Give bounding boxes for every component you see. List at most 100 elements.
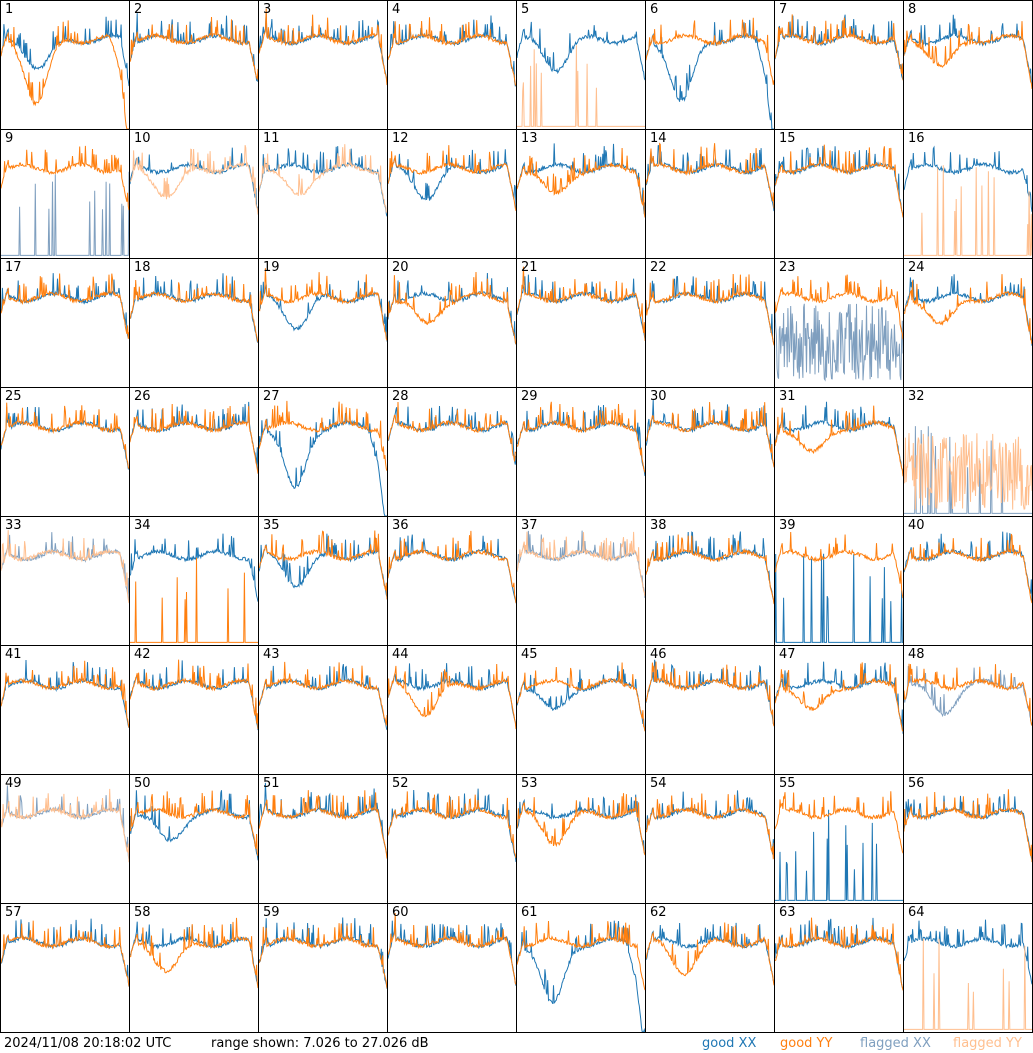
panel-label: 64 (908, 905, 925, 920)
series-yy (517, 793, 645, 855)
series-yy (388, 664, 516, 729)
legend-flagged-yy: flagged YY (953, 1036, 1022, 1051)
series-yy (259, 9, 387, 86)
antenna-panel: 9 (0, 129, 129, 258)
spectrum-plot (775, 259, 903, 387)
panel-label: 46 (650, 647, 667, 662)
legend-good-xx: good XX (702, 1036, 757, 1051)
spectrum-plot (775, 646, 903, 774)
spectrum-plot (775, 517, 903, 645)
series-yy (130, 17, 258, 79)
antenna-panel: 56 (903, 774, 1032, 903)
series-yy (517, 921, 645, 990)
spectrum-plot (775, 1, 903, 129)
spectrum-plot (259, 388, 387, 516)
legend-flagged-xx: flagged XX (860, 1036, 931, 1051)
series-yy (259, 662, 387, 726)
panel-label: 22 (650, 260, 667, 275)
panel-label: 48 (908, 647, 925, 662)
series-xx (904, 532, 1032, 601)
spectrum-plot (259, 904, 387, 1032)
spectrum-plot (130, 388, 258, 516)
spectrum-plot (517, 1, 645, 129)
series-yy (388, 913, 516, 984)
spectrum-plot (130, 646, 258, 774)
panel-label: 53 (521, 776, 538, 791)
panel-label: 62 (650, 905, 667, 920)
series-xx (904, 794, 1032, 860)
series-yy (1, 403, 129, 469)
panel-label: 61 (521, 905, 538, 920)
spectrum-plot (517, 904, 645, 1032)
spectrum-plot (388, 388, 516, 516)
series-yy (259, 401, 387, 471)
spectrum-plot (1, 646, 129, 774)
series-xx (259, 534, 387, 597)
spectrum-plot (904, 517, 1032, 645)
panel-label: 36 (392, 518, 409, 533)
antenna-panel: 57 (0, 903, 129, 1032)
series-yy (646, 662, 774, 727)
series-yy (517, 402, 645, 473)
antenna-panel: 38 (645, 516, 774, 645)
spectrum-plot (130, 904, 258, 1032)
antenna-panel: 64 (903, 903, 1032, 1032)
series-xx (259, 281, 387, 342)
panel-label: 12 (392, 131, 409, 146)
antenna-panel: 47 (774, 645, 903, 774)
antenna-panel: 42 (129, 645, 258, 774)
panel-label: 50 (134, 776, 151, 791)
antenna-panel: 11 (258, 129, 387, 258)
legend-good-yy: good YY (780, 1036, 833, 1051)
series-yy (388, 531, 516, 603)
panel-label: 2 (134, 2, 143, 17)
series-yy (775, 406, 903, 477)
series-xx (517, 22, 645, 80)
antenna-panel: 63 (774, 903, 903, 1032)
panel-label: 20 (392, 260, 409, 275)
series-xx (1, 407, 129, 469)
series-xx (130, 13, 258, 81)
series-yy (904, 664, 1032, 726)
range-text: range shown: 7.026 to 27.026 dB (211, 1036, 429, 1051)
antenna-panel: 23 (774, 258, 903, 387)
series-yy (904, 534, 1032, 603)
series-xx (517, 921, 645, 1032)
series-xx (775, 810, 903, 901)
series-xx (775, 15, 903, 80)
series-yy-flagged (1, 530, 129, 603)
antenna-panel: 27 (258, 387, 387, 516)
series-xx (259, 13, 387, 83)
antenna-panel: 7 (774, 0, 903, 129)
panel-label: 47 (779, 647, 796, 662)
panel-label: 54 (650, 776, 667, 791)
panel-label: 24 (908, 260, 925, 275)
panel-label: 40 (908, 518, 925, 533)
antenna-panel: 2 (129, 0, 258, 129)
series-yy (130, 791, 258, 856)
antenna-panel: 51 (258, 774, 387, 903)
series-xx-flagged (904, 426, 1032, 513)
antenna-panel: 29 (516, 387, 645, 516)
spectrum-plot (517, 646, 645, 774)
spectrum-plot (775, 775, 903, 903)
antenna-panel: 10 (129, 129, 258, 258)
spectrum-plot (517, 517, 645, 645)
antenna-panel: 54 (645, 774, 774, 903)
antenna-panel: 24 (903, 258, 1032, 387)
antenna-panel: 8 (903, 0, 1032, 129)
antenna-panel: 14 (645, 129, 774, 258)
antenna-panel: 17 (0, 258, 129, 387)
antenna-panel: 37 (516, 516, 645, 645)
series-xx (388, 917, 516, 986)
series-xx (388, 406, 516, 465)
spectrum-plot (130, 130, 258, 258)
antenna-panel: 48 (903, 645, 1032, 774)
spectrum-plot (259, 646, 387, 774)
series-xx (259, 783, 387, 856)
panel-label: 18 (134, 260, 151, 275)
panel-label: 7 (779, 2, 788, 17)
series-yy-flagged (517, 532, 645, 597)
series-yy (646, 18, 774, 85)
series-yy (388, 17, 516, 85)
